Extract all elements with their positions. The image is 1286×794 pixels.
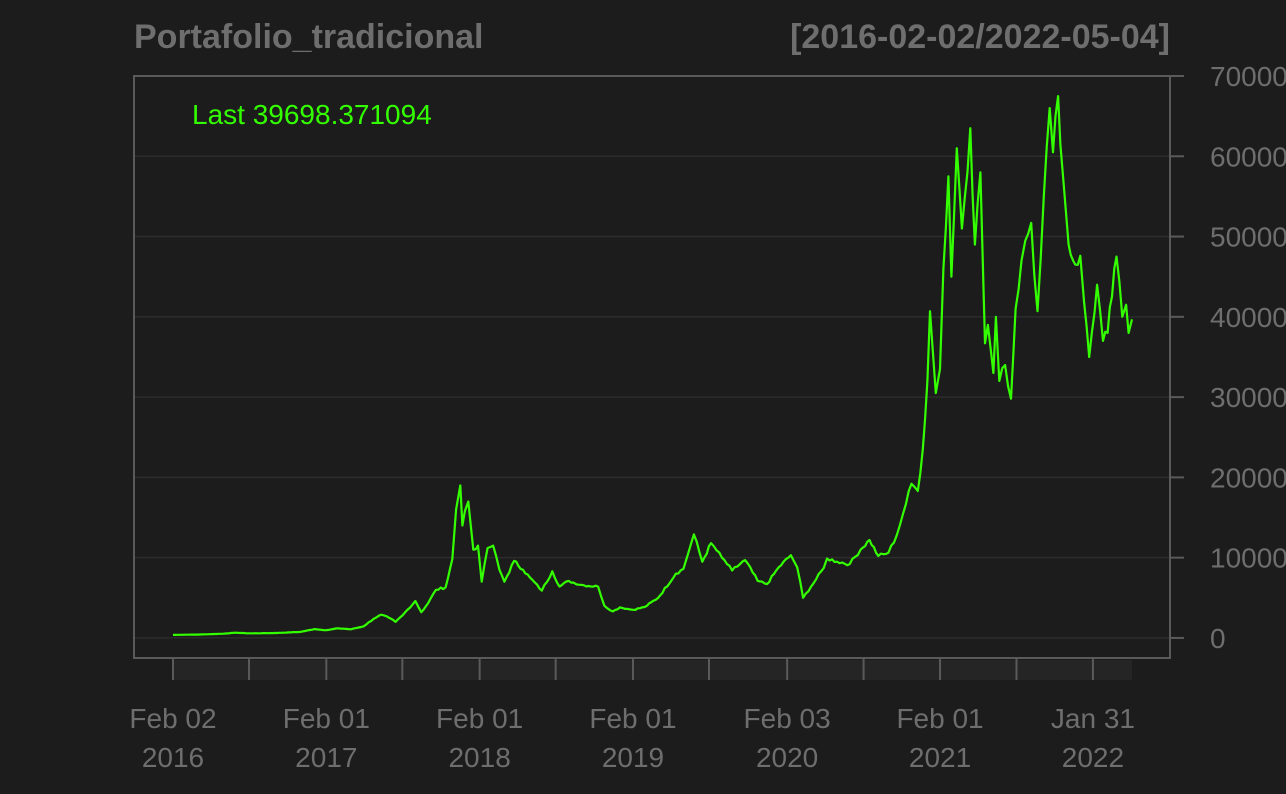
x-tick-label-date: Jan 31 — [1051, 703, 1135, 734]
x-tick-label-date: Feb 01 — [589, 703, 676, 734]
x-tick-label-year: 2017 — [295, 742, 357, 773]
x-tick-label-year: 2020 — [756, 742, 818, 773]
x-tick-label-date: Feb 03 — [744, 703, 831, 734]
x-tick-label-year: 2016 — [142, 742, 204, 773]
plot-frame — [133, 75, 1171, 659]
x-tick-label-year: 2018 — [448, 742, 510, 773]
y-tick-label: 50000 — [1210, 222, 1286, 253]
date-range-label: [2016-02-02/2022-05-04] — [790, 18, 1170, 56]
x-tick-label-date: Feb 01 — [436, 703, 523, 734]
x-tick-label-date: Feb 01 — [896, 703, 983, 734]
y-tick-label: 10000 — [1210, 543, 1286, 574]
x-tick-label-date: Feb 01 — [283, 703, 370, 734]
y-tick-label: 40000 — [1210, 302, 1286, 333]
y-tick-label: 20000 — [1210, 462, 1286, 493]
x-tick-label-year: 2021 — [909, 742, 971, 773]
grid-layer — [134, 155, 1170, 639]
y-tick-label: 70000 — [1210, 61, 1286, 92]
y-tick-label: 0 — [1210, 623, 1226, 654]
x-axis-band — [173, 660, 1132, 680]
series-line — [173, 95, 1134, 636]
x-tick-label-year: 2019 — [602, 742, 664, 773]
y-tick-label: 60000 — [1210, 141, 1286, 172]
x-axis: Feb 02 2016 Feb 01 2017 Feb 01 2018 Feb 01 2019… — [129, 658, 1135, 773]
y-axis: 0 10000 20000 30000 40000 50000 60000 70000 — [1170, 61, 1286, 654]
chart-title: Portafolio_tradicional — [134, 18, 484, 56]
series-layer — [173, 95, 1134, 636]
x-tick-label-year: 2022 — [1062, 742, 1124, 773]
y-tick-label: 30000 — [1210, 382, 1286, 413]
x-tick-label-date: Feb 02 — [129, 703, 216, 734]
last-value-label: Last 39698.371094 — [192, 99, 432, 130]
